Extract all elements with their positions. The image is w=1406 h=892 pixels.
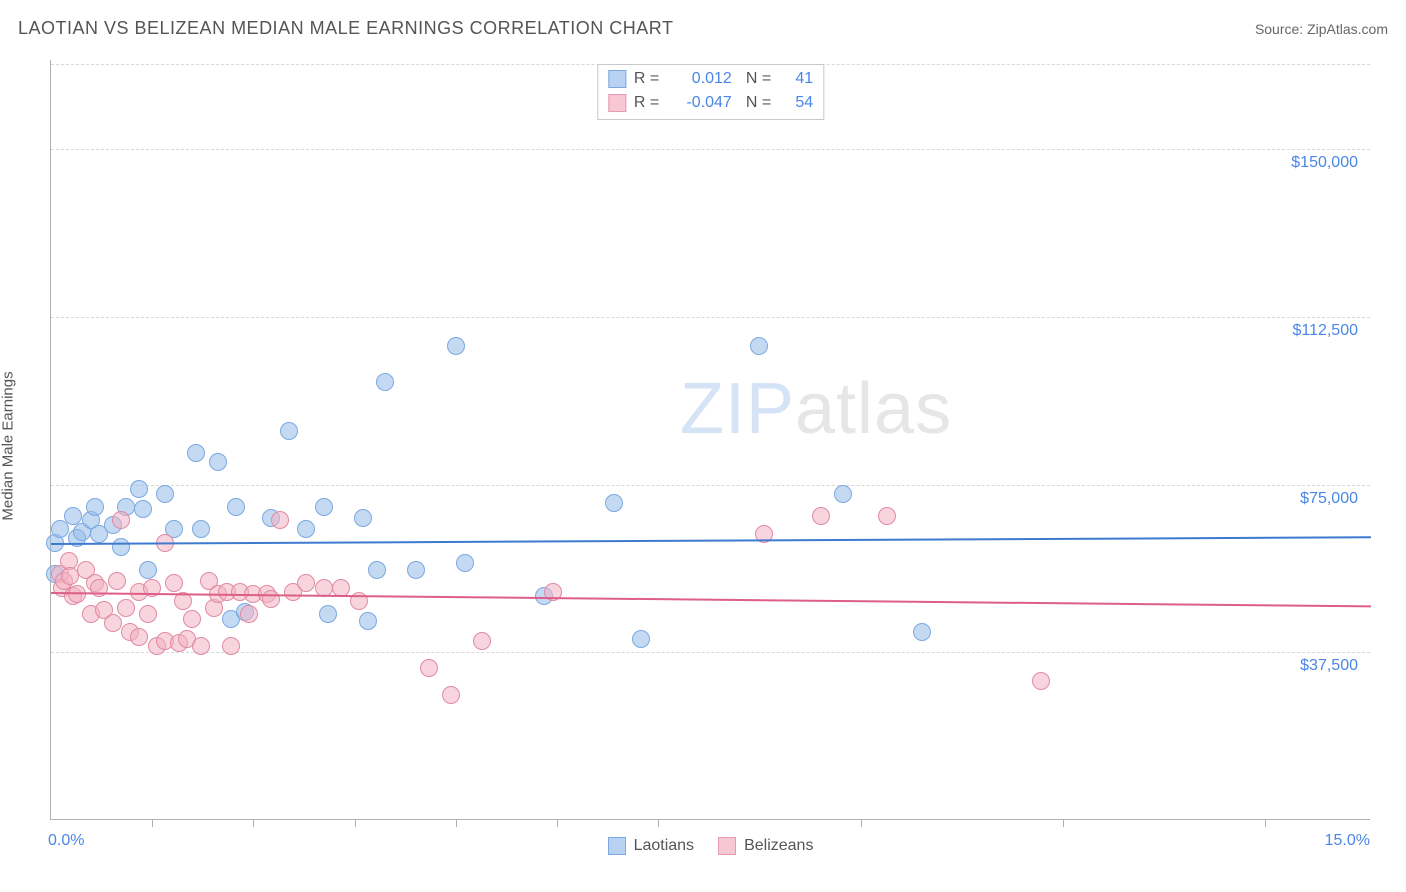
data-point — [812, 507, 830, 525]
data-point — [319, 605, 337, 623]
x-tick — [456, 819, 457, 827]
data-point — [112, 511, 130, 529]
gridline — [51, 317, 1370, 318]
data-point — [420, 659, 438, 677]
data-point — [240, 605, 258, 623]
legend-swatch-icon — [718, 837, 736, 855]
data-point — [156, 485, 174, 503]
data-point — [262, 590, 280, 608]
legend-row: R = 0.012 N = 41 — [608, 67, 813, 91]
data-point — [368, 561, 386, 579]
data-point — [456, 554, 474, 572]
data-point — [315, 498, 333, 516]
legend-item: Laotians — [608, 837, 695, 855]
gridline — [51, 652, 1370, 653]
data-point — [117, 599, 135, 617]
data-point — [209, 453, 227, 471]
data-point — [407, 561, 425, 579]
x-tick — [253, 819, 254, 827]
data-point — [878, 507, 896, 525]
x-tick — [861, 819, 862, 827]
data-point — [108, 572, 126, 590]
data-point — [354, 509, 372, 527]
y-tick-label: $75,000 — [1300, 490, 1358, 508]
trend-line — [51, 536, 1371, 545]
y-tick-label: $37,500 — [1300, 657, 1358, 675]
chart-title: LAOTIAN VS BELIZEAN MEDIAN MALE EARNINGS… — [18, 18, 673, 39]
data-point — [913, 623, 931, 641]
data-point — [139, 561, 157, 579]
x-tick — [1063, 819, 1064, 827]
data-point — [297, 520, 315, 538]
data-point — [280, 422, 298, 440]
data-point — [227, 498, 245, 516]
gridline — [51, 149, 1370, 150]
data-point — [183, 610, 201, 628]
legend-swatch-icon — [608, 837, 626, 855]
x-tick — [557, 819, 558, 827]
data-point — [359, 612, 377, 630]
data-point — [104, 614, 122, 632]
data-point — [1032, 672, 1050, 690]
data-point — [134, 500, 152, 518]
x-tick — [1265, 819, 1266, 827]
data-point — [130, 628, 148, 646]
data-point — [271, 511, 289, 529]
data-point — [297, 574, 315, 592]
data-point — [605, 494, 623, 512]
data-point — [332, 579, 350, 597]
x-axis-min-label: 0.0% — [48, 832, 84, 850]
series-legend: Laotians Belizeans — [51, 837, 1370, 855]
data-point — [473, 632, 491, 650]
data-point — [139, 605, 157, 623]
x-tick — [355, 819, 356, 827]
data-point — [86, 498, 104, 516]
data-point — [834, 485, 852, 503]
data-point — [632, 630, 650, 648]
data-point — [192, 520, 210, 538]
gridline — [51, 485, 1370, 486]
data-point — [130, 480, 148, 498]
data-point — [376, 373, 394, 391]
data-point — [187, 444, 205, 462]
data-point — [112, 538, 130, 556]
data-point — [447, 337, 465, 355]
y-tick-label: $150,000 — [1291, 154, 1358, 172]
x-tick — [658, 819, 659, 827]
source-label: Source: ZipAtlas.com — [1255, 21, 1388, 37]
data-point — [750, 337, 768, 355]
data-point — [442, 686, 460, 704]
correlation-legend: R = 0.012 N = 41 R = -0.047 N = 54 — [597, 64, 824, 120]
data-point — [51, 520, 69, 538]
data-point — [192, 637, 210, 655]
data-point — [165, 574, 183, 592]
legend-swatch-icon — [608, 94, 626, 112]
x-tick — [152, 819, 153, 827]
legend-swatch-icon — [608, 70, 626, 88]
watermark: ZIPatlas — [680, 368, 952, 450]
y-tick-label: $112,500 — [1292, 322, 1358, 340]
x-axis-max-label: 15.0% — [1325, 832, 1370, 850]
chart-plot-area: ZIPatlas R = 0.012 N = 41 R = -0.047 N =… — [50, 60, 1370, 820]
legend-row: R = -0.047 N = 54 — [608, 91, 813, 115]
y-axis-label: Median Male Earnings — [0, 371, 17, 520]
data-point — [222, 637, 240, 655]
legend-item: Belizeans — [718, 837, 813, 855]
